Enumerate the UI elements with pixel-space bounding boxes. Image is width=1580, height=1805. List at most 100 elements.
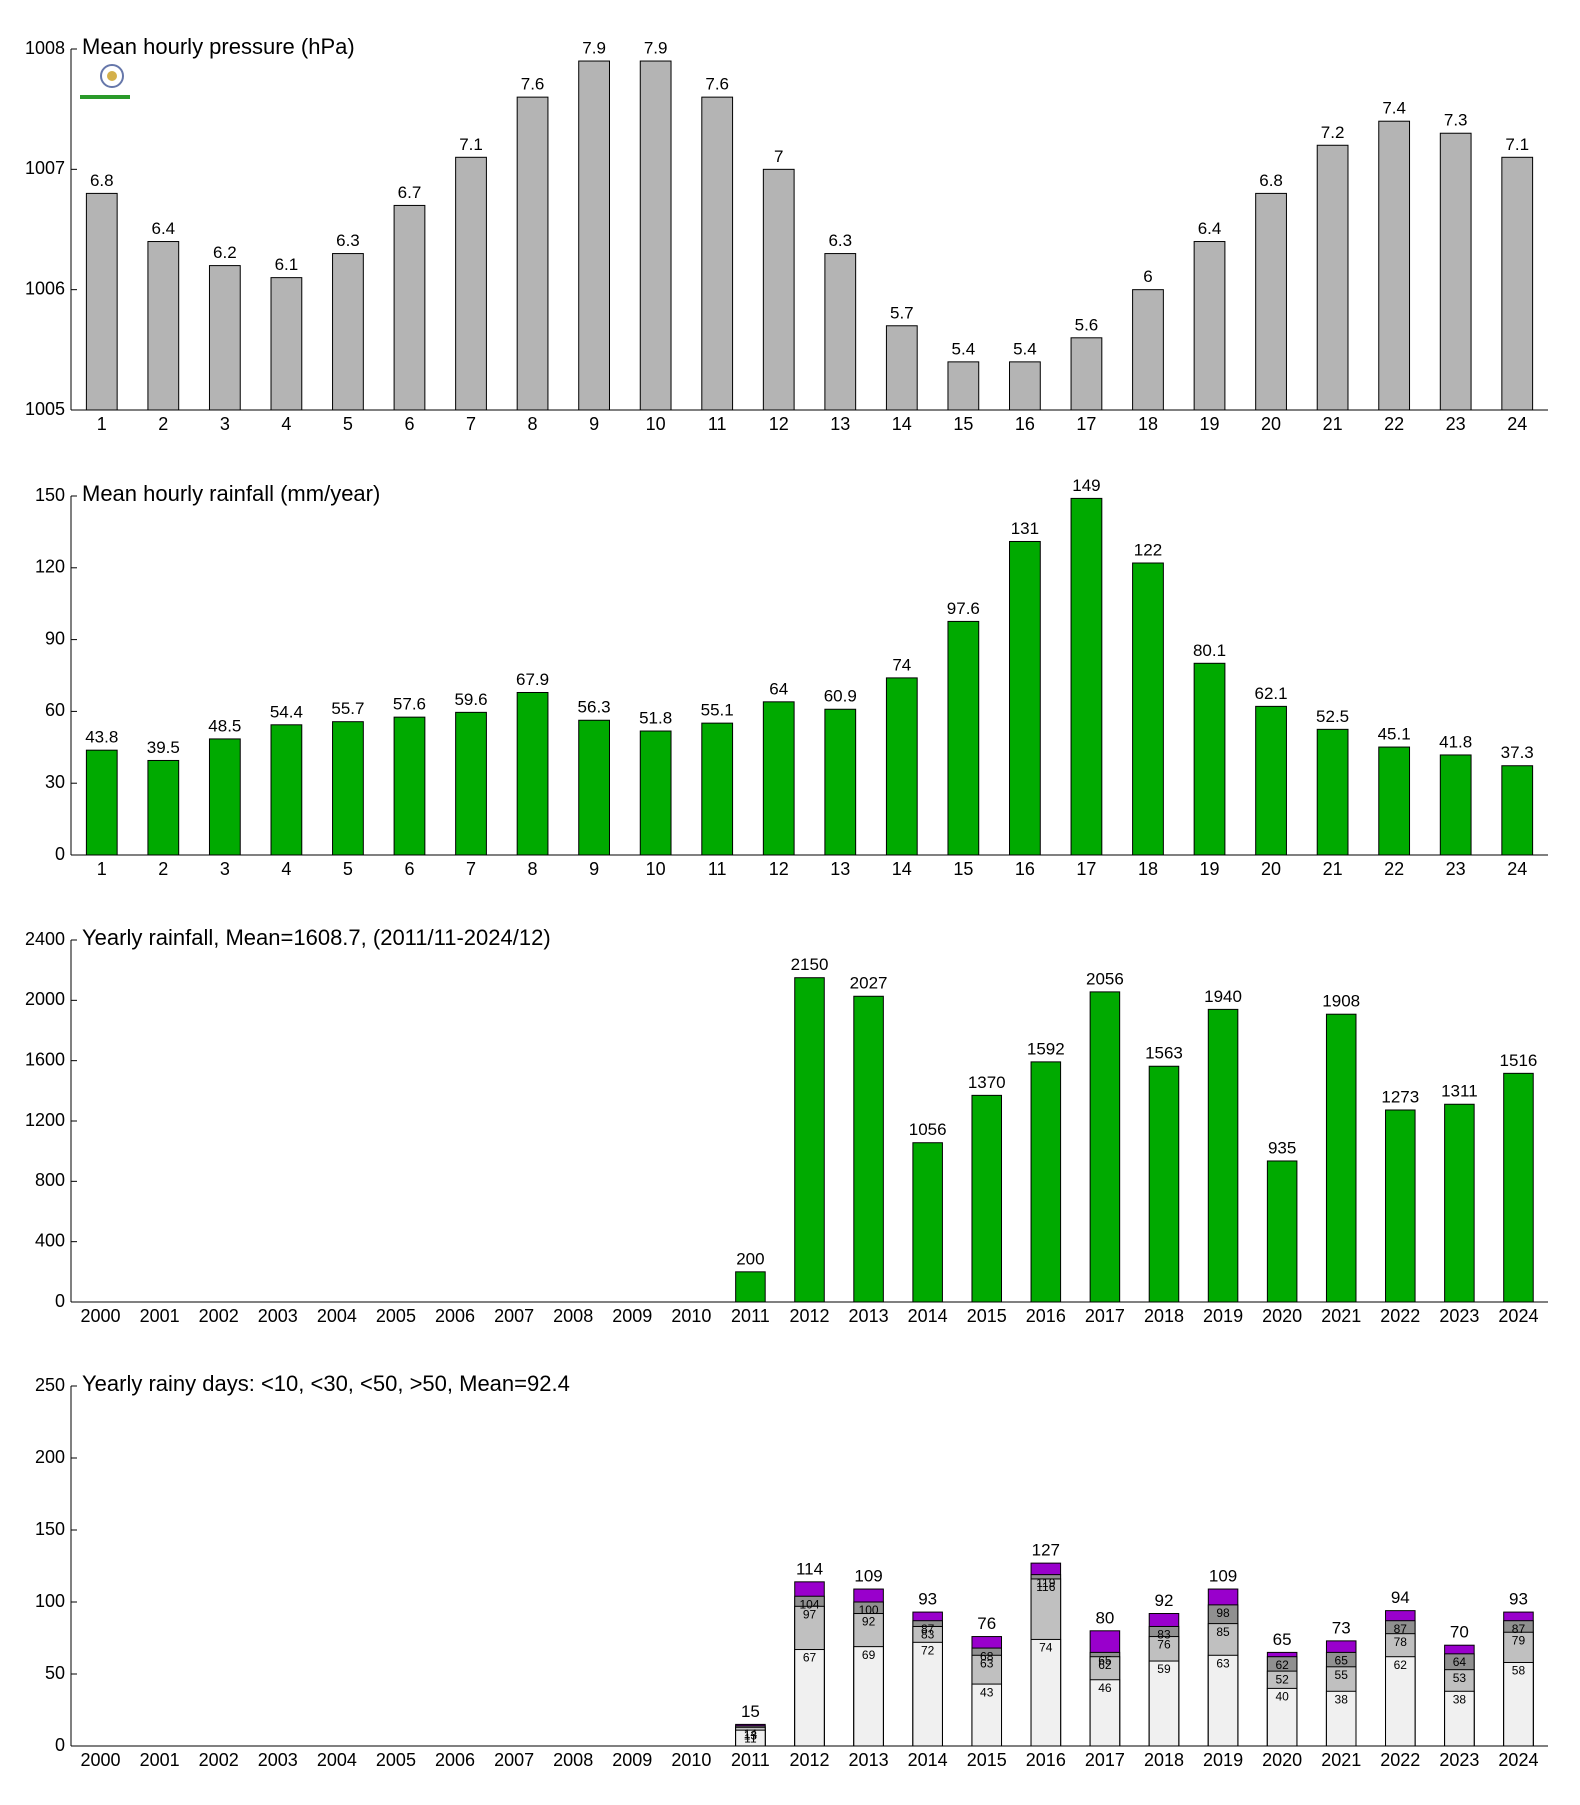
- value-label: 7.9: [582, 39, 606, 58]
- value-label: 92: [1155, 1591, 1174, 1610]
- bar: [1325, 1013, 1357, 1303]
- value-label: 6.7: [398, 183, 422, 202]
- x-tick-label: 19: [1200, 414, 1220, 434]
- bar: [1009, 540, 1041, 856]
- x-tick-label: 2009: [612, 1306, 652, 1326]
- segment-label: 69: [862, 1648, 876, 1662]
- bar: [208, 738, 241, 856]
- value-label: 109: [1209, 1567, 1237, 1586]
- segment-label: 92: [862, 1615, 876, 1629]
- y-tick-label: 1007: [25, 158, 65, 178]
- bar: [947, 620, 980, 856]
- value-label: 1908: [1322, 992, 1360, 1011]
- y-tick-label: 0: [55, 1735, 65, 1755]
- x-tick-label: 9: [589, 414, 599, 434]
- value-label: 1516: [1500, 1051, 1538, 1070]
- bar-segment: [853, 1646, 884, 1747]
- x-tick-label: 2017: [1085, 1306, 1125, 1326]
- x-tick-label: 2011: [731, 1750, 770, 1770]
- x-tick-label: 24: [1507, 859, 1527, 879]
- value-label: 6.3: [828, 231, 852, 250]
- bar: [393, 204, 426, 411]
- value-label: 7.1: [459, 135, 483, 154]
- value-label: 54.4: [270, 702, 303, 721]
- y-tick-label: 0: [55, 844, 65, 864]
- segment-label: 68: [980, 1649, 994, 1663]
- x-tick-label: 2020: [1262, 1750, 1302, 1770]
- value-label: 7.6: [521, 75, 545, 94]
- x-tick-label: 8: [528, 414, 538, 434]
- x-tick-label: 3: [220, 414, 230, 434]
- value-label: 51.8: [639, 709, 672, 728]
- bar: [85, 749, 118, 856]
- bar: [455, 156, 487, 411]
- value-label: 97.6: [947, 599, 980, 618]
- x-tick-label: 2013: [849, 1750, 889, 1770]
- x-tick-label: 14: [892, 414, 912, 434]
- chart-title: Mean hourly rainfall (mm/year): [82, 481, 380, 506]
- x-tick-label: 2022: [1380, 1750, 1420, 1770]
- x-tick-label: 18: [1138, 859, 1158, 879]
- value-label: 6.8: [90, 171, 114, 190]
- bar: [1089, 991, 1121, 1303]
- value-label: 1592: [1027, 1039, 1065, 1058]
- x-tick-label: 11: [708, 859, 727, 879]
- x-tick-label: 4: [281, 414, 291, 434]
- value-label: 5.4: [952, 339, 976, 358]
- segment-label: 43: [980, 1685, 994, 1699]
- segment-label: 74: [1039, 1641, 1053, 1655]
- segment-label: 13: [744, 1728, 758, 1742]
- x-tick-label: 13: [830, 414, 850, 434]
- bar: [853, 995, 884, 1303]
- x-tick-label: 2003: [258, 1306, 298, 1326]
- value-label: 5.7: [890, 303, 914, 322]
- bar: [1030, 1061, 1062, 1303]
- value-label: 7: [774, 147, 783, 166]
- bar: [794, 977, 825, 1303]
- value-label: 65: [1273, 1630, 1292, 1649]
- y-tick-label: 60: [45, 700, 65, 720]
- bar: [971, 1094, 1003, 1303]
- segment-label: 62: [1098, 1658, 1112, 1672]
- bar: [208, 265, 241, 411]
- x-tick-label: 21: [1323, 859, 1343, 879]
- segment-label: 119: [1036, 1576, 1055, 1590]
- x-tick-label: 2008: [553, 1750, 593, 1770]
- value-label: 6.8: [1259, 171, 1283, 190]
- bar: [1132, 562, 1164, 856]
- bar-segment: [912, 1641, 943, 1747]
- x-tick-label: 2004: [317, 1306, 357, 1326]
- x-tick-label: 20: [1261, 414, 1281, 434]
- value-label: 7.4: [1382, 99, 1406, 118]
- bar-segment: [1385, 1656, 1416, 1747]
- value-label: 45.1: [1378, 725, 1411, 744]
- segment-label: 100: [859, 1603, 879, 1617]
- value-label: 6.4: [1198, 219, 1222, 238]
- bar-segment: [1207, 1654, 1239, 1747]
- x-tick-label: 2014: [908, 1306, 948, 1326]
- x-tick-label: 15: [953, 414, 973, 434]
- segment-label: 97: [803, 1607, 817, 1621]
- bar: [735, 1271, 766, 1303]
- chart-title: Mean hourly pressure (hPa): [82, 34, 355, 59]
- y-tick-label: 1200: [25, 1110, 65, 1130]
- x-tick-label: 24: [1507, 414, 1527, 434]
- bar: [147, 241, 180, 411]
- value-label: 37.3: [1501, 743, 1534, 762]
- x-tick-label: 2024: [1498, 1750, 1538, 1770]
- value-label: 7.3: [1444, 111, 1468, 130]
- value-label: 5.4: [1013, 339, 1037, 358]
- y-tick-label: 90: [45, 628, 65, 648]
- value-label: 39.5: [147, 738, 180, 757]
- x-tick-label: 2012: [789, 1306, 829, 1326]
- x-tick-label: 22: [1384, 414, 1404, 434]
- x-tick-label: 19: [1200, 859, 1220, 879]
- value-label: 5.6: [1075, 315, 1099, 334]
- bar: [639, 60, 672, 411]
- segment-label: 55: [1335, 1668, 1349, 1682]
- x-tick-label: 2006: [435, 1306, 475, 1326]
- bar-segment: [1030, 1638, 1062, 1747]
- segment-label: 38: [1453, 1692, 1467, 1706]
- y-tick-label: 250: [35, 1375, 65, 1395]
